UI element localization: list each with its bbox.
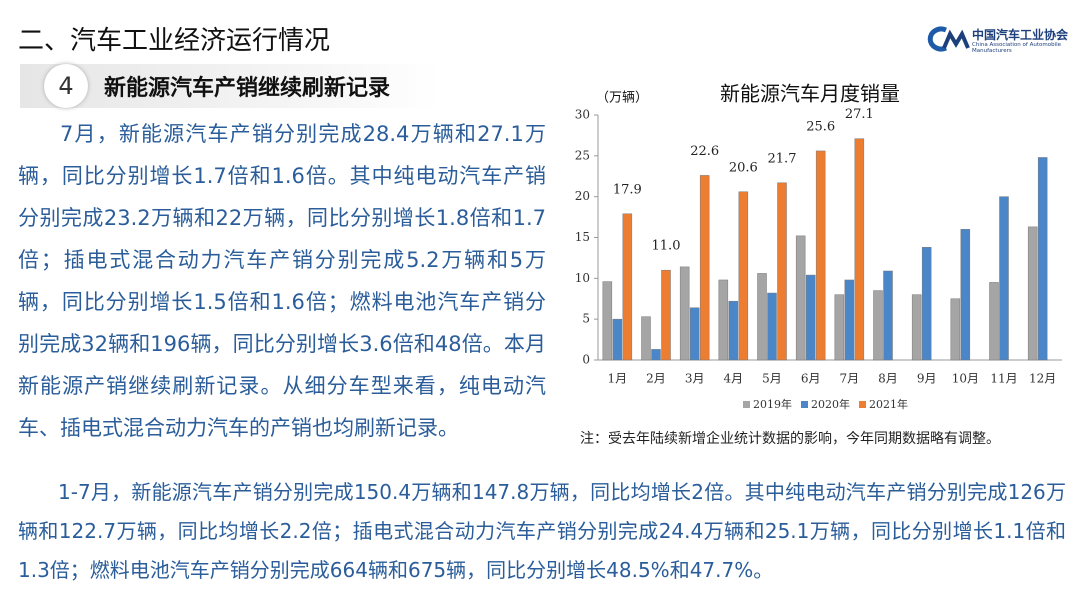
bar — [622, 213, 633, 361]
y-tick-label: 15 — [575, 230, 590, 244]
data-label: 27.1 — [845, 107, 874, 122]
data-label: 17.9 — [613, 182, 642, 197]
x-tick-label: 3月 — [685, 372, 705, 386]
bar — [718, 279, 729, 361]
bar — [950, 298, 961, 361]
y-tick-label: 10 — [575, 271, 590, 285]
bar — [960, 229, 971, 361]
x-tick-label: 1月 — [608, 372, 628, 386]
x-tick-label: 6月 — [801, 372, 821, 386]
legend-swatch — [859, 401, 866, 408]
legend-swatch — [801, 401, 808, 408]
y-tick-label: 30 — [575, 108, 590, 122]
bar — [883, 270, 893, 361]
y-tick-label: 0 — [582, 353, 590, 367]
bar — [1027, 226, 1038, 361]
data-label: 22.6 — [690, 144, 719, 159]
data-label: 11.0 — [652, 239, 681, 254]
data-label: 25.6 — [806, 119, 835, 134]
section-bar — [20, 64, 440, 108]
x-tick-label: 10月 — [952, 372, 979, 386]
x-tick-label: 2月 — [646, 372, 666, 386]
bar — [679, 266, 690, 361]
x-tick-label: 11月 — [990, 372, 1017, 386]
bar — [661, 269, 671, 361]
bar — [999, 196, 1009, 361]
legend-label: 2019年 — [753, 397, 792, 411]
bar — [699, 175, 710, 361]
bar — [767, 292, 777, 361]
bar — [844, 279, 855, 361]
bar — [757, 273, 767, 361]
bar — [689, 307, 700, 361]
x-tick-label: 4月 — [724, 372, 744, 386]
logo-text: 中国汽车工业协会 — [972, 28, 1069, 42]
logo-subtext: China Association of Automobile Manufact… — [972, 42, 1061, 54]
paragraph: 1-7月，新能源汽车产销分别完成150.4万辆和147.8万辆，同比均增长2倍。… — [18, 480, 1066, 582]
bar — [805, 274, 816, 361]
data-label: 21.7 — [768, 151, 797, 166]
bar — [651, 349, 661, 361]
bar — [873, 290, 883, 361]
bar — [777, 182, 787, 361]
bar — [612, 318, 623, 361]
y-axis-label: （万辆） — [596, 91, 648, 106]
x-tick-label: 7月 — [840, 372, 860, 386]
x-tick-label: 9月 — [917, 372, 937, 386]
legend-label: 2020年 — [811, 397, 850, 411]
bar — [728, 300, 739, 361]
section-number: 4 — [44, 64, 88, 108]
y-tick-label: 5 — [582, 312, 590, 326]
x-tick-label: 8月 — [878, 372, 898, 386]
chart-note: 注：受去年陆续新增企业统计数据的影响，今年同期数据略有调整。 — [580, 431, 1000, 447]
bar — [911, 294, 922, 361]
bar — [921, 247, 932, 361]
bar — [641, 316, 651, 361]
logo-mark — [927, 26, 970, 52]
bar — [602, 281, 613, 361]
x-tick-label: 12月 — [1029, 372, 1056, 386]
paragraph: 7月，新能源汽车产销分别完成28.4万辆和27.1万辆，同比分别增长1.7倍和1… — [18, 122, 546, 440]
bar — [854, 138, 865, 361]
legend-swatch — [743, 401, 750, 408]
bar — [815, 150, 826, 361]
bar — [989, 282, 999, 361]
data-label: 20.6 — [729, 160, 758, 175]
y-tick-label: 20 — [575, 189, 590, 203]
slide-title: 二、汽车工业经济运行情况 — [18, 26, 331, 56]
section-title: 新能源汽车产销继续刷新记录 — [104, 76, 391, 101]
bar — [1037, 157, 1048, 361]
x-tick-label: 5月 — [762, 372, 782, 386]
bar — [795, 235, 806, 361]
bar — [738, 191, 749, 361]
y-tick-label: 25 — [575, 148, 590, 162]
chart: 新能源汽车月度销量 （万辆） 0 5 10 15 20 25 30 1月 17.9 2月 11.0 3… — [575, 82, 1062, 411]
chart-title: 新能源汽车月度销量 — [720, 82, 900, 106]
legend-label: 2021年 — [869, 397, 908, 411]
bar — [834, 294, 845, 361]
